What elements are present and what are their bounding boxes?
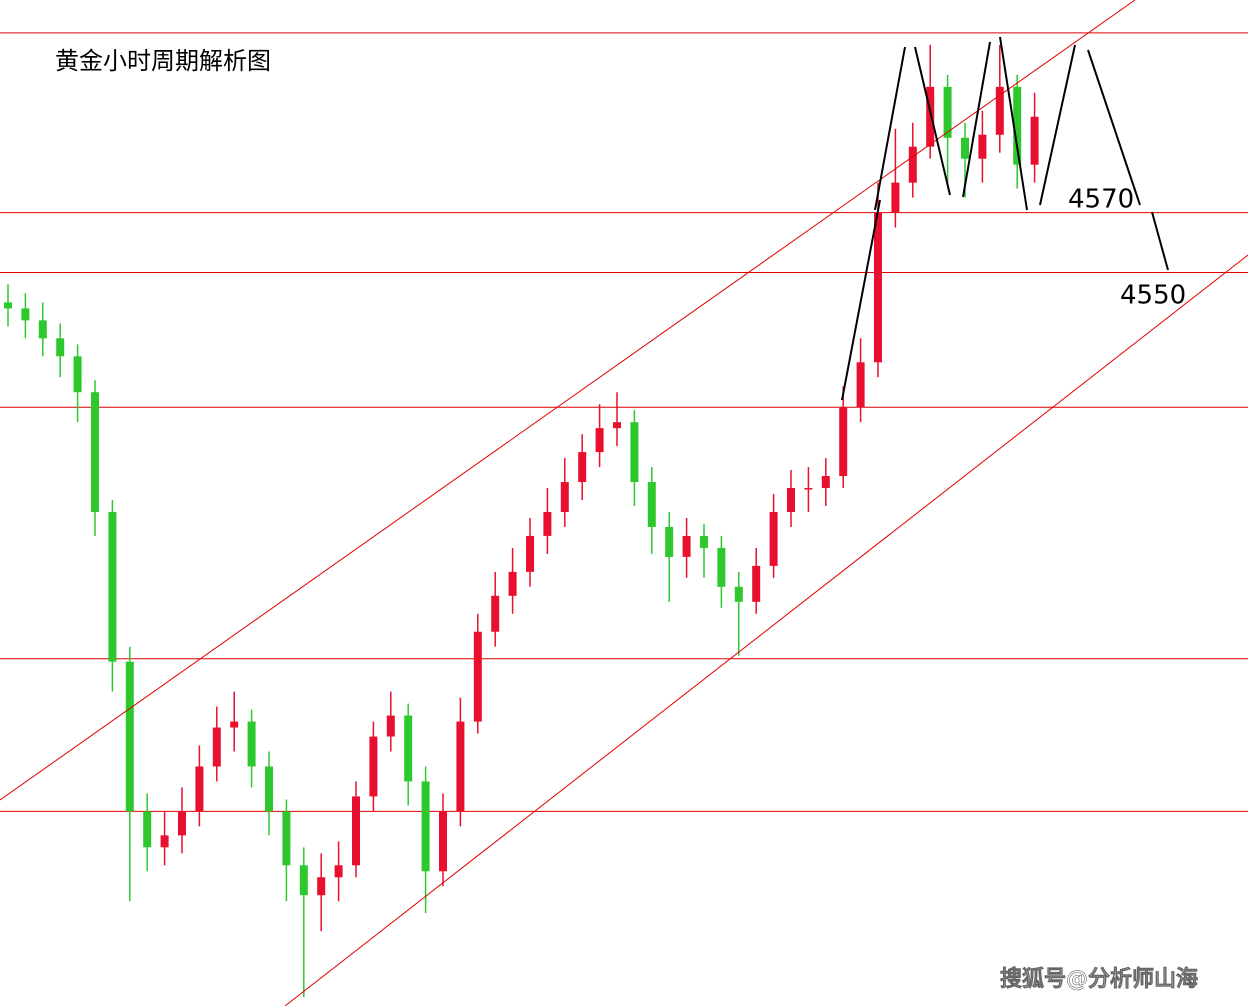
- candle-body: [769, 511, 778, 566]
- candle-body: [421, 781, 430, 872]
- candles: [0, 32, 1248, 998]
- candle-body: [682, 535, 691, 557]
- annotation: 4550: [1120, 281, 1186, 311]
- candle-body: [821, 476, 830, 489]
- candle-body: [212, 727, 221, 767]
- candle-body: [856, 362, 865, 408]
- candle-body: [595, 428, 604, 453]
- candle-body: [473, 631, 482, 722]
- candle-body: [491, 595, 500, 632]
- chart-title: 黄金小时周期解析图: [55, 47, 271, 75]
- pattern-line: [999, 36, 1028, 211]
- candle-body: [700, 535, 708, 548]
- candle-body: [926, 86, 935, 147]
- candle-body: [908, 146, 917, 183]
- candle-body: [456, 721, 465, 812]
- candle-body: [73, 356, 82, 393]
- candle-body: [4, 302, 12, 309]
- pattern-line: [1087, 49, 1141, 206]
- candle-body: [282, 811, 291, 866]
- candle-body: [91, 392, 99, 512]
- candle-body: [613, 422, 621, 429]
- annotation: 4570: [1068, 185, 1134, 215]
- candle-body: [734, 586, 743, 602]
- candle-body: [543, 511, 552, 536]
- candle-body: [143, 811, 152, 848]
- candle-body: [526, 535, 534, 572]
- pattern-line: [914, 46, 951, 196]
- pattern-line: [874, 46, 906, 211]
- candle-body: [578, 452, 587, 483]
- candle-body: [1030, 116, 1039, 165]
- candle-body: [386, 715, 395, 737]
- candle-body: [247, 721, 256, 767]
- candle-body: [891, 182, 900, 213]
- channel-lower: [284, 254, 1248, 1006]
- candle-body: [160, 835, 169, 848]
- candle-body: [21, 308, 30, 321]
- candle-body: [56, 338, 65, 357]
- channel-upper: [0, 0, 1136, 801]
- pattern-line: [1151, 211, 1169, 271]
- candle-body: [508, 571, 517, 596]
- candle-body: [560, 482, 569, 512]
- candle-body: [1013, 86, 1022, 165]
- candle-body: [630, 422, 639, 483]
- candle-body: [299, 865, 308, 896]
- candle-body: [352, 796, 360, 866]
- candle-body: [978, 134, 987, 159]
- candle-body: [230, 721, 239, 728]
- candle-body: [265, 766, 273, 812]
- candle-body: [439, 811, 447, 872]
- candle-body: [804, 488, 813, 490]
- candle-body: [334, 865, 343, 878]
- candle-body: [943, 86, 952, 138]
- candle-body: [717, 547, 726, 587]
- candle-body: [178, 811, 186, 836]
- candle-body: [995, 86, 1004, 135]
- candle-body: [665, 526, 674, 557]
- candle-body: [108, 511, 117, 662]
- candle-body: [125, 661, 134, 812]
- candle-body: [369, 736, 378, 797]
- candle-body: [787, 488, 795, 512]
- watermark: 搜狐号@分析师山海: [1000, 966, 1198, 992]
- candle-body: [961, 137, 969, 159]
- pattern-line: [1039, 44, 1076, 206]
- pattern-line: [841, 199, 881, 401]
- candle-body: [752, 565, 761, 602]
- candle-body: [874, 212, 882, 363]
- candle-body: [404, 715, 413, 782]
- candle-body: [647, 482, 656, 527]
- pattern-line: [962, 41, 991, 198]
- candle-body: [317, 877, 326, 896]
- candle-body: [839, 407, 848, 477]
- candle-body: [38, 320, 47, 339]
- candle-body: [195, 766, 204, 812]
